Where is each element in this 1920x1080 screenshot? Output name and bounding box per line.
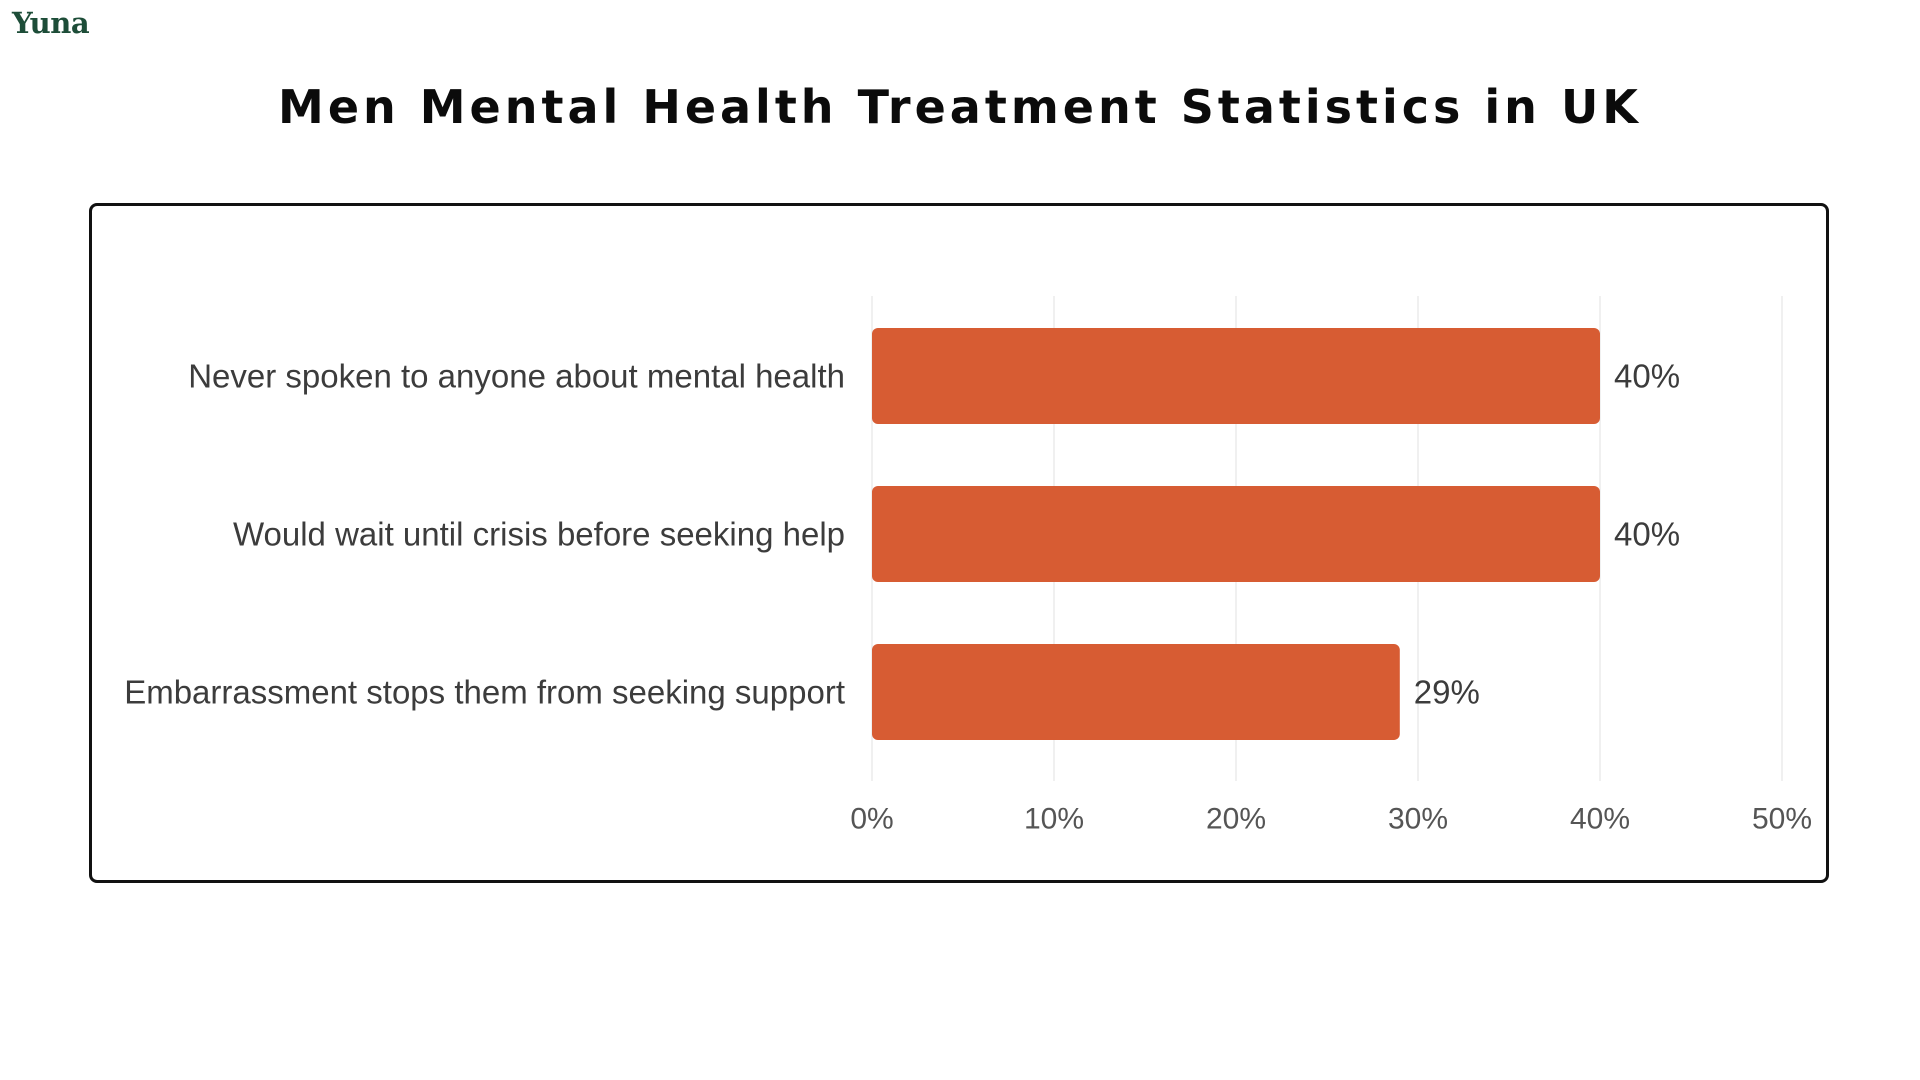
page-title: Men Mental Health Treatment Statistics i…: [278, 80, 1642, 134]
category-label: Never spoken to anyone about mental heal…: [188, 358, 845, 395]
data-label: 29%: [1414, 674, 1480, 711]
bar: [872, 486, 1600, 582]
data-label: 40%: [1614, 516, 1680, 553]
category-label: Embarrassment stops them from seeking su…: [124, 674, 845, 711]
x-tick-label: 30%: [1388, 803, 1448, 836]
data-label: 40%: [1614, 358, 1680, 395]
x-tick-label: 10%: [1024, 803, 1084, 836]
bar-chart: Never spoken to anyone about mental heal…: [124, 296, 1812, 836]
x-tick-label: 50%: [1752, 803, 1812, 836]
x-tick-label: 40%: [1570, 803, 1630, 836]
chart-frame: Never spoken to anyone about mental heal…: [89, 203, 1829, 883]
bar: [872, 644, 1400, 740]
bar: [872, 328, 1600, 424]
brand-logo: Yuna: [12, 6, 90, 40]
category-label: Would wait until crisis before seeking h…: [233, 516, 845, 553]
x-tick-label: 0%: [850, 803, 893, 836]
x-tick-label: 20%: [1206, 803, 1266, 836]
